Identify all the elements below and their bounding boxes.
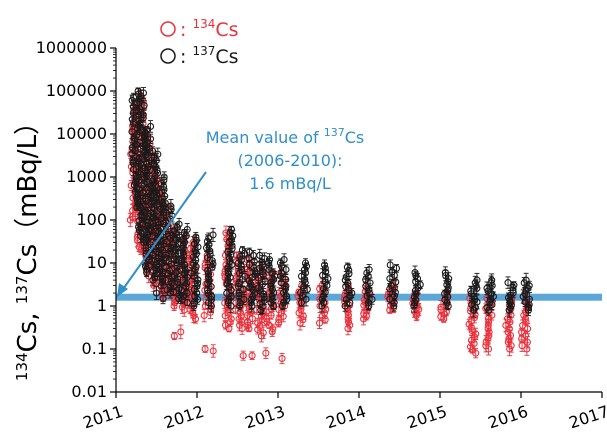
cs137-point bbox=[525, 292, 533, 307]
cs134-point-outlier bbox=[248, 351, 256, 360]
cs137-point bbox=[483, 281, 491, 296]
x-tick-label: 2014 bbox=[324, 402, 369, 433]
cs137-point bbox=[148, 197, 156, 206]
cs137-point bbox=[320, 259, 329, 271]
cs134-point bbox=[200, 308, 208, 323]
cs137-point bbox=[170, 280, 178, 291]
cs137-point bbox=[154, 147, 162, 161]
annotation-line-1: Mean value of 137Cs bbox=[206, 126, 365, 147]
cs137-point bbox=[192, 231, 200, 243]
cs137-point bbox=[238, 246, 246, 254]
cs134-point-outlier bbox=[239, 350, 247, 361]
y-tick-label: 0.01 bbox=[71, 382, 107, 401]
cs137-point bbox=[256, 248, 264, 263]
annotation-arrow bbox=[120, 171, 207, 293]
x-tick-label: 2017 bbox=[567, 402, 607, 433]
cs137-point bbox=[149, 146, 157, 156]
mean-value-band bbox=[116, 293, 602, 301]
cs137-point bbox=[343, 262, 351, 272]
cs137-point bbox=[209, 227, 217, 242]
x-tick-label: 2012 bbox=[162, 402, 207, 433]
cs137-point bbox=[160, 171, 168, 183]
cs137-point bbox=[301, 258, 310, 268]
cs134-point-outlier bbox=[170, 332, 178, 341]
x-tick-label: 2016 bbox=[486, 402, 531, 433]
cs137-point bbox=[227, 225, 236, 234]
x-axis-ticks: 2011 2012 2013 2014 2015 2016 2017 bbox=[81, 392, 607, 432]
cs137-point bbox=[280, 253, 288, 266]
cs137-point bbox=[488, 273, 496, 287]
cs137-point bbox=[277, 276, 285, 290]
cs137-point bbox=[504, 276, 512, 289]
annotation-line-2: (2006-2010): bbox=[237, 151, 342, 170]
open-circle-icon bbox=[160, 48, 176, 64]
y-axis-label: 134Cs, 137Cs（mBq/L） bbox=[13, 109, 43, 381]
cs137-point bbox=[441, 266, 449, 279]
cs134-point bbox=[259, 326, 267, 339]
cs137-point bbox=[183, 222, 191, 237]
cs137-point bbox=[297, 270, 306, 283]
cs134-point bbox=[227, 313, 235, 325]
y-tick-label: 10 bbox=[87, 253, 107, 272]
annotation-line-3: 1.6 mBq/L bbox=[249, 174, 331, 193]
y-tick-label: 100000 bbox=[46, 81, 107, 100]
y-tick-label: 100 bbox=[76, 210, 107, 229]
cs134-point bbox=[222, 225, 230, 241]
cs134-point-outlier bbox=[209, 344, 217, 358]
cs137-point-outlier bbox=[152, 286, 161, 301]
legend-item-cs134: : 134Cs bbox=[160, 17, 239, 41]
y-axis-ticks: 1000000 100000 10000 1000 100 10 1 0.1 0.01 bbox=[36, 38, 116, 401]
cs137-point bbox=[147, 133, 155, 145]
cs137-point-outlier bbox=[159, 292, 167, 305]
cs137-point bbox=[392, 264, 401, 273]
annotation-arrowhead bbox=[117, 283, 128, 297]
cs137-point bbox=[147, 120, 155, 133]
legend-item-cs137: : 137Cs bbox=[160, 44, 239, 68]
cs134-point-outlier bbox=[278, 352, 286, 365]
cs137-point bbox=[245, 247, 253, 257]
cs137-point bbox=[386, 259, 394, 271]
cs134-point-outlier bbox=[177, 324, 185, 340]
x-tick-label: 2015 bbox=[405, 402, 450, 433]
cs134-point bbox=[518, 334, 526, 343]
y-tick-label: 1000 bbox=[66, 167, 107, 186]
cs137-point bbox=[392, 277, 400, 287]
series-cs137-points bbox=[128, 87, 533, 318]
cs137-point bbox=[411, 265, 419, 280]
cs137-point bbox=[345, 263, 353, 278]
cs134-point bbox=[437, 300, 445, 315]
y-tick-label: 1 bbox=[97, 296, 107, 315]
cs137-point bbox=[522, 272, 530, 288]
cs137-point bbox=[183, 298, 191, 307]
cs134-point-outlier bbox=[262, 347, 270, 359]
cs137-point bbox=[161, 196, 169, 210]
cs137-point bbox=[473, 272, 481, 288]
cs137-point bbox=[265, 253, 274, 266]
cs134-point bbox=[518, 328, 526, 337]
x-tick-label: 2011 bbox=[81, 402, 126, 433]
cs137-point bbox=[136, 138, 144, 147]
cs137-point bbox=[239, 285, 247, 294]
cs137-point bbox=[135, 154, 143, 162]
cs137-point bbox=[510, 281, 518, 289]
open-circle-icon bbox=[160, 21, 176, 37]
y-tick-label: 10000 bbox=[56, 124, 107, 143]
cs134-point bbox=[268, 326, 276, 337]
cs137-point bbox=[139, 87, 148, 99]
x-tick-label: 2013 bbox=[243, 402, 288, 433]
mean-annotation: Mean value of 137Cs (2006-2010): 1.6 mBq… bbox=[117, 126, 364, 297]
cs137-point bbox=[365, 264, 373, 276]
cs137-point bbox=[175, 217, 183, 231]
y-tick-label: 1000000 bbox=[36, 38, 107, 57]
y-tick-label: 0.1 bbox=[82, 339, 107, 358]
legend: : 134Cs : 137Cs bbox=[160, 17, 239, 68]
cs134-point-outlier bbox=[201, 345, 209, 353]
cs137-point bbox=[167, 199, 175, 214]
